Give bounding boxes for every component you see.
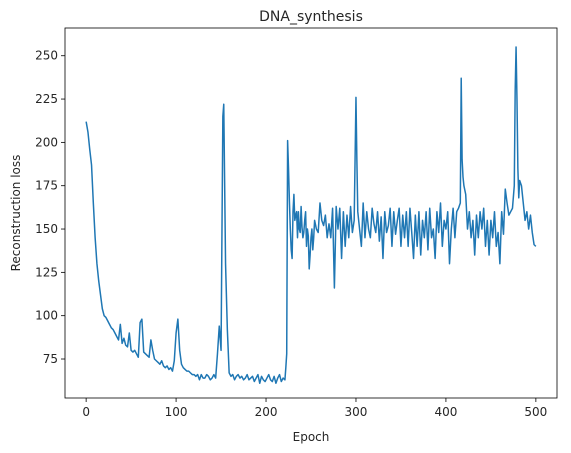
y-axis-label: Reconstruction loss bbox=[9, 155, 23, 272]
y-tick-label: 150 bbox=[35, 222, 58, 236]
x-tick-label: 300 bbox=[345, 405, 368, 419]
y-tick-label: 250 bbox=[35, 49, 58, 63]
x-tick-label: 100 bbox=[165, 405, 188, 419]
x-tick-label: 500 bbox=[524, 405, 547, 419]
y-tick-label: 75 bbox=[43, 352, 58, 366]
axes-frame bbox=[64, 27, 558, 399]
y-tick-label: 100 bbox=[35, 309, 58, 323]
x-tick-label: 400 bbox=[434, 405, 457, 419]
x-axis: 0 100 200 300 400 500 bbox=[82, 398, 547, 419]
chart-title: DNA_synthesis bbox=[259, 9, 363, 25]
x-axis-label: Epoch bbox=[293, 430, 330, 444]
series-line-0 bbox=[85, 46, 537, 385]
y-tick-label: 175 bbox=[35, 179, 58, 193]
x-tick-label: 0 bbox=[82, 405, 90, 419]
y-tick-label: 200 bbox=[35, 135, 58, 149]
x-tick-label: 200 bbox=[255, 405, 278, 419]
plot-area bbox=[64, 27, 558, 399]
y-tick-label: 125 bbox=[35, 265, 58, 279]
y-axis: 75 100 125 150 175 200 225 250 bbox=[35, 49, 65, 366]
y-tick-label: 225 bbox=[35, 92, 58, 106]
